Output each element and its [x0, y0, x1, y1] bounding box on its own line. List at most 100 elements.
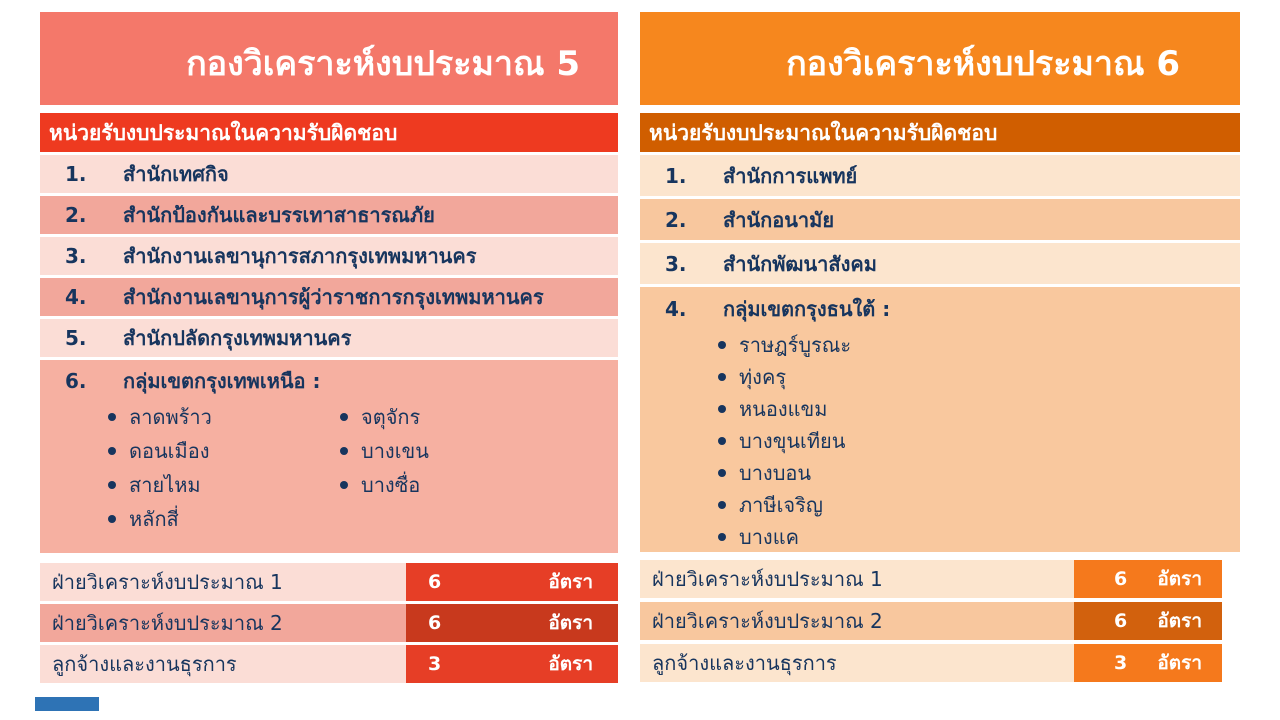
district-item: หนองแขม: [718, 393, 1240, 425]
district-label: สายไหม: [129, 473, 201, 497]
district-item: ลาดพร้าว: [108, 400, 618, 434]
unit-row: 3. สำนักงานเลขานุการสภากรุงเทพมหานคร: [40, 237, 618, 275]
unit-name: สำนักอนามัย: [723, 207, 835, 232]
staff-label: ลูกจ้างและงานธุรการ: [640, 644, 1074, 682]
district-item: บางบอน: [718, 457, 1240, 489]
staff-count-unit: อัตรา: [548, 612, 593, 634]
unit-number: 2.: [665, 207, 687, 232]
staff-count-unit: อัตรา: [548, 653, 593, 675]
unit-number: 1.: [665, 163, 687, 188]
staff-row: ฝ่ายวิเคราะห์งบประมาณ 2 6 อัตรา: [640, 602, 1222, 640]
district-label: ราษฎร์บูรณะ: [739, 333, 852, 357]
unit-number: 6.: [65, 369, 87, 393]
district-item: หลักสี่: [108, 502, 618, 536]
staff-count-unit: อัตรา: [1157, 568, 1202, 590]
unit-block-district-group: 4. กลุ่มเขตกรุงธนใต้ : ราษฎร์บูรณะ ทุ่งค…: [640, 287, 1240, 552]
district-label: บางเขน: [361, 439, 429, 463]
unit-row: 4. สำนักงานเลขานุการผู้ว่าราชการกรุงเทพม…: [40, 278, 618, 316]
bullet-icon: [718, 437, 726, 445]
staff-row: ลูกจ้างและงานธุรการ 3 อัตรา: [40, 645, 618, 683]
bullet-icon: [340, 447, 348, 455]
unit-block-district-group: 6. กลุ่มเขตกรุงเทพเหนือ : ลาดพร้าว ดอนเม…: [40, 360, 618, 553]
bullet-icon: [108, 413, 116, 421]
staff-row: ฝ่ายวิเคราะห์งบประมาณ 1 6 อัตรา: [40, 563, 618, 601]
district-item: บางแค: [718, 521, 1240, 553]
unit-row: 5. สำนักปลัดกรุงเทพมหานคร: [40, 319, 618, 357]
unit-number: 4.: [65, 285, 87, 309]
unit-name: กลุ่มเขตกรุงธนใต้ :: [723, 297, 891, 321]
bullet-icon: [718, 341, 726, 349]
bullet-icon: [340, 481, 348, 489]
bullet-icon: [340, 413, 348, 421]
district-item: ราษฎร์บูรณะ: [718, 329, 1240, 361]
unit-name: สำนักงานเลขานุการผู้ว่าราชการกรุงเทพมหาน…: [123, 285, 544, 309]
district-label: บางแค: [739, 525, 799, 549]
bullet-icon: [718, 501, 726, 509]
staff-row: ฝ่ายวิเคราะห์งบประมาณ 1 6 อัตรา: [640, 560, 1222, 598]
panel-division-6: กองวิเคราะห์งบประมาณ 6 หน่วยรับงบประมาณใ…: [640, 12, 1240, 686]
bullet-icon: [108, 515, 116, 523]
district-list-col2: จตุจักร บางเขน บางซื่อ: [340, 400, 429, 502]
district-item: ภาษีเจริญ: [718, 489, 1240, 521]
unit-row: 2. สำนักอนามัย: [640, 199, 1240, 240]
district-label: จตุจักร: [361, 405, 421, 429]
unit-name: สำนักเทศกิจ: [123, 162, 229, 186]
staff-count-cell: 6 อัตรา: [406, 604, 618, 642]
staff-count-cell: 3 อัตรา: [406, 645, 618, 683]
staff-count-cell: 3 อัตรา: [1074, 644, 1222, 682]
staff-count-cell: 6 อัตรา: [1074, 602, 1222, 640]
district-label: หลักสี่: [129, 507, 179, 531]
district-item: บางขุนเทียน: [718, 425, 1240, 457]
staff-label: ฝ่ายวิเคราะห์งบประมาณ 1: [40, 563, 406, 601]
district-item: บางซื่อ: [340, 468, 429, 502]
bullet-icon: [718, 469, 726, 477]
unit-name: สำนักงานเลขานุการสภากรุงเทพมหานคร: [123, 244, 477, 268]
staff-count: 6: [428, 612, 442, 634]
staff-row: ฝ่ายวิเคราะห์งบประมาณ 2 6 อัตรา: [40, 604, 618, 642]
footer-accent-bar: [35, 697, 99, 711]
panel-header: กองวิเคราะห์งบประมาณ 5: [40, 12, 618, 105]
unit-name: สำนักปลัดกรุงเทพมหานคร: [123, 326, 352, 350]
district-list-col1: ลาดพร้าว ดอนเมือง สายไหม หลักสี่: [108, 400, 618, 536]
district-item: จตุจักร: [340, 400, 429, 434]
staff-count-unit: อัตรา: [1157, 652, 1202, 674]
unit-row: 3. สำนักพัฒนาสังคม: [640, 243, 1240, 284]
unit-number: 4.: [665, 297, 687, 321]
unit-row: 6. กลุ่มเขตกรุงเทพเหนือ :: [40, 362, 618, 400]
staff-count: 3: [1114, 652, 1128, 674]
district-label: บางซื่อ: [361, 473, 421, 497]
unit-number: 1.: [65, 162, 87, 186]
unit-name: กลุ่มเขตกรุงเทพเหนือ :: [123, 369, 321, 393]
unit-row: 2. สำนักป้องกันและบรรเทาสาธารณภัย: [40, 196, 618, 234]
district-item: ดอนเมือง: [108, 434, 618, 468]
district-label: ดอนเมือง: [129, 439, 210, 463]
staff-count: 6: [428, 571, 442, 593]
staff-count-cell: 6 อัตรา: [406, 563, 618, 601]
panel-division-5: กองวิเคราะห์งบประมาณ 5 หน่วยรับงบประมาณใ…: [40, 12, 618, 686]
staff-label: ฝ่ายวิเคราะห์งบประมาณ 2: [40, 604, 406, 642]
staff-label: ฝ่ายวิเคราะห์งบประมาณ 2: [640, 602, 1074, 640]
district-label: ทุ่งครุ: [739, 365, 787, 389]
unit-number: 5.: [65, 326, 87, 350]
unit-row: 4. กลุ่มเขตกรุงธนใต้ :: [640, 289, 1240, 329]
district-label: บางขุนเทียน: [739, 429, 846, 453]
staff-row: ลูกจ้างและงานธุรการ 3 อัตรา: [640, 644, 1222, 682]
subheader-bar: หน่วยรับงบประมาณในความรับผิดชอบ: [40, 113, 618, 152]
district-label: ภาษีเจริญ: [739, 493, 823, 517]
district-item: ทุ่งครุ: [718, 361, 1240, 393]
staff-count: 6: [1114, 568, 1128, 590]
district-item: สายไหม: [108, 468, 618, 502]
bullet-icon: [718, 405, 726, 413]
unit-name: สำนักพัฒนาสังคม: [723, 251, 877, 276]
district-columns: ลาดพร้าว ดอนเมือง สายไหม หลักสี่ จตุจักร…: [40, 400, 618, 536]
staff-count: 3: [428, 653, 442, 675]
unit-number: 3.: [665, 251, 687, 276]
subheader-bar: หน่วยรับงบประมาณในความรับผิดชอบ: [640, 113, 1240, 152]
staff-label: ลูกจ้างและงานธุรการ: [40, 645, 406, 683]
panel-title: กองวิเคราะห์งบประมาณ 5: [186, 43, 580, 84]
unit-name: สำนักการแพทย์: [723, 163, 858, 188]
district-label: ลาดพร้าว: [129, 405, 212, 429]
unit-row: 1. สำนักเทศกิจ: [40, 155, 618, 193]
bullet-icon: [718, 373, 726, 381]
